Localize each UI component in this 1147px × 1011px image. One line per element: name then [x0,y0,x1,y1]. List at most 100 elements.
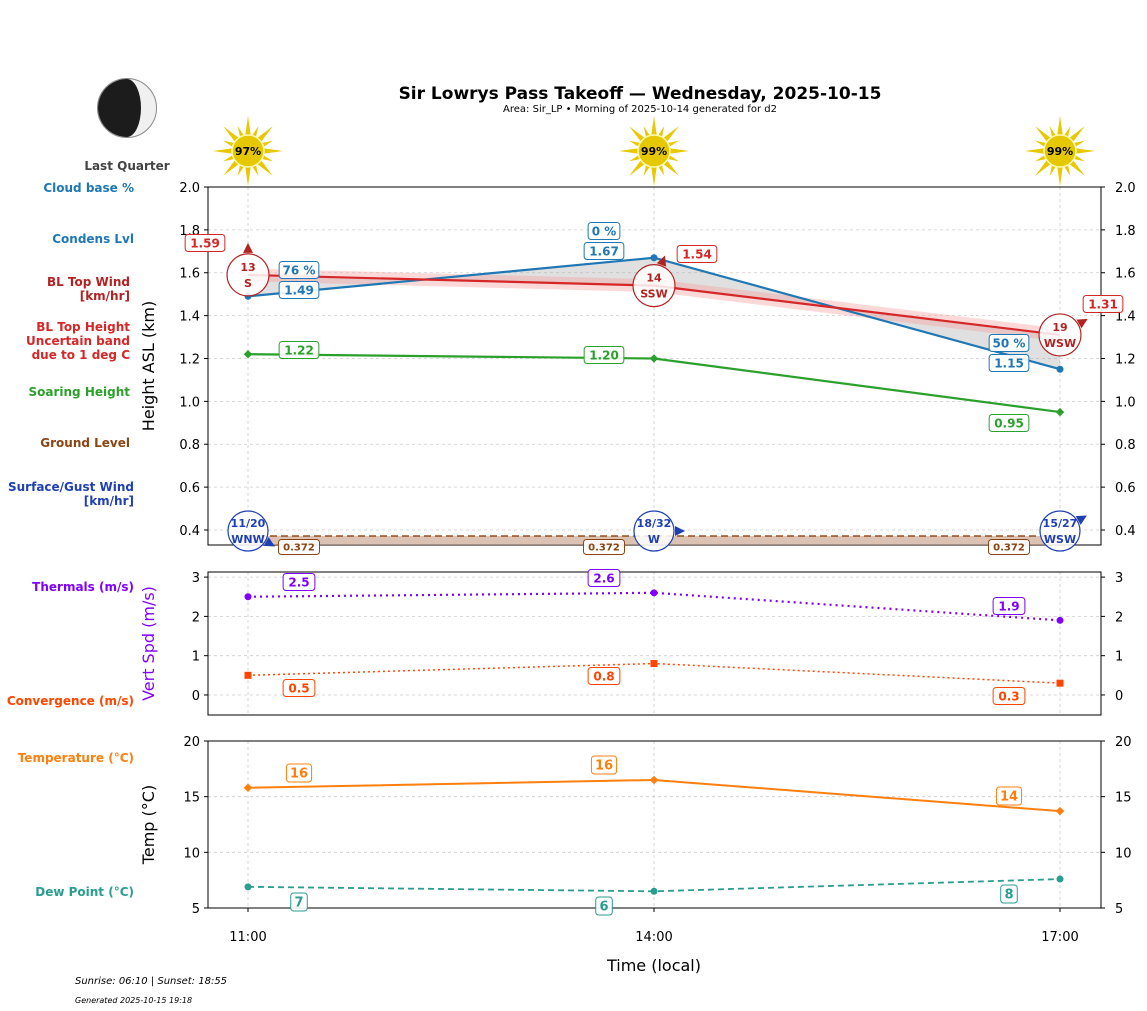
temperature-label: 14 [1000,790,1018,805]
moon-phase-label: Last Quarter [84,159,169,173]
y-axis-label: Temp (°C) [139,785,158,865]
dew-point-point [244,883,252,891]
wind-arrow-icon [656,255,667,267]
cloud-base-label: 0 % [592,224,617,238]
ground-label: 0.372 [283,543,315,554]
soaring-label-box [988,414,1030,432]
surface-wind-marker: 18/32 W [633,510,685,552]
y-tick-label-right: 1.8 [1115,224,1136,239]
dew-point-label: 7 [294,896,303,911]
soaring-label: 1.20 [589,348,619,362]
y-tick-label: 1.4 [179,310,200,325]
legend-label: Thermals (m/s) [32,580,134,594]
plot-frame [207,186,1102,546]
y-tick-label-right: 1.4 [1115,310,1136,325]
bl-wind-marker-direction: S [244,277,252,290]
y-tick-label: 15 [183,791,200,806]
convergence-point [1056,679,1064,687]
y-tick-label: 10 [183,846,200,861]
y-tick-label-right: 0 [1115,689,1123,704]
wind-arrow-icon [243,242,253,253]
y-tick-label-right: 2 [1115,610,1123,625]
dew-point-label-box [290,892,308,912]
plot-frame [207,571,1102,716]
condens-point [650,254,658,262]
thermals-point [650,589,658,597]
temperature-label-box [995,786,1023,806]
y-tick-label-right: 1.2 [1115,352,1136,367]
y-tick-label: 20 [183,735,200,750]
condens-label: 1.15 [994,356,1024,370]
bl-wind-marker-speed: 13 [240,261,255,274]
ground-label: 0.372 [993,543,1025,554]
convergence-label-box [282,679,316,697]
wind-arrow-icon [263,537,275,547]
bl-top-label: 1.54 [682,247,712,261]
cloud-base-label-box [988,334,1030,352]
thermals-point [1056,616,1064,624]
sun-percent-label: 97% [235,145,261,158]
bl-wind-marker-direction: WSW [1044,337,1076,350]
legend-label: Convergence (m/s) [7,694,134,708]
condens-label-box [988,354,1030,372]
bl-wind-marker-circle [1038,313,1082,357]
x-tick-label: 17:00 [1041,930,1078,945]
cloud-base-label: 76 % [283,263,316,277]
y-axis-label: Vert Spd (m/s) [139,586,158,701]
dew-point-label: 8 [1004,888,1013,903]
y-tick-label: 1.2 [179,352,200,367]
temperature-point [649,775,659,785]
cloud-base-label: 50 % [993,336,1026,350]
convergence-label-box [587,667,621,685]
condens-label-box [278,281,320,299]
x-axis-label: Time (local) [606,956,701,975]
legend-label: Surface/Gust Wind [8,480,134,494]
y-tick-label: 1.0 [179,395,200,410]
dew-point-point [1056,875,1064,883]
soaring-point [649,354,659,363]
surface-wind-marker-direction: WNW [231,533,264,546]
sun-icon: 97% [213,116,283,186]
wind-arrow-icon [675,526,685,536]
sun-percent-label: 99% [641,145,667,158]
y-tick-label-right: 10 [1115,846,1132,861]
legend-label: Uncertain band [26,334,130,348]
soaring-point [1055,407,1065,417]
surface-wind-marker: 15/27 WSW [1039,510,1087,552]
bl-wind-marker: 14 SSW [632,255,676,308]
plot-frame [207,740,1102,909]
wind-arrow-icon [1076,318,1088,329]
soaring-label: 0.95 [994,416,1024,430]
wind-arrow-icon [1075,515,1087,525]
condens-label: 1.67 [589,244,619,258]
dew-point-label: 6 [599,900,608,915]
bl-wind-marker-speed: 14 [646,272,662,285]
temperature-label: 16 [595,759,613,774]
y-tick-label: 3 [192,571,200,586]
surface-wind-marker-direction: WSW [1044,533,1076,546]
legend-label: Cloud base % [43,181,134,195]
convergence-label: 0.5 [288,681,309,695]
surface-wind-marker: 11/20 WNW [227,510,275,552]
legend-label: BL Top Height [36,320,130,334]
dew-point-line [247,878,1061,893]
thermals-label-box [992,597,1026,615]
y-tick-label-right: 15 [1115,791,1132,806]
y-axis-label: Height ASL (km) [139,301,158,431]
legend-label: due to 1 deg C [32,348,131,362]
chart-title: Sir Lowrys Pass Takeoff — Wednesday, 202… [399,84,882,104]
thermals-label: 1.9 [998,599,1019,613]
legend-label: [km/hr] [84,494,134,508]
dew-point-label-box [595,896,613,916]
thermals-label: 2.6 [593,571,614,585]
surface-wind-marker-speed: 11/20 [231,517,266,530]
footer-generated: Generated 2025-10-15 19:18 [75,996,192,1005]
y-tick-label-right: 1.6 [1115,267,1136,282]
x-tick-label: 11:00 [229,930,266,945]
sun-percent-label: 99% [1047,145,1073,158]
y-tick-label: 0.4 [179,524,200,539]
bl-wind-marker-circle [226,253,270,297]
y-tick-label-right: 2.0 [1115,181,1136,196]
moon-icon [97,78,157,138]
